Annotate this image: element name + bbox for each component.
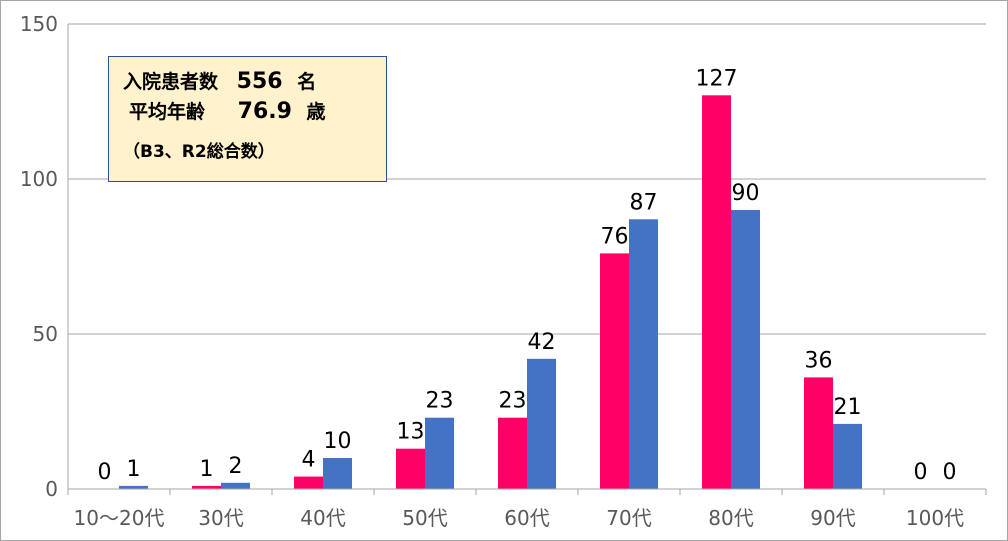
data-label: 13 bbox=[397, 420, 425, 445]
bar-series-2 bbox=[527, 358, 556, 489]
data-label: 0 bbox=[943, 460, 957, 485]
bar-series-2 bbox=[221, 482, 250, 489]
source-note: （B3、R2総合数） bbox=[123, 142, 275, 162]
x-category-label: 70代 bbox=[606, 506, 651, 530]
data-label: 1 bbox=[127, 457, 141, 482]
average-age-value: 76.9 bbox=[237, 99, 292, 124]
x-category-label: 30代 bbox=[198, 506, 243, 530]
x-category-label: 100代 bbox=[906, 506, 964, 530]
y-tick-label: 50 bbox=[33, 322, 58, 346]
data-label: 10 bbox=[324, 429, 352, 454]
y-axis: 0 50 100 150 bbox=[20, 12, 69, 501]
bar-series-2 bbox=[731, 210, 760, 489]
bar-series-1 bbox=[396, 448, 425, 489]
average-age-unit: 歳 bbox=[306, 101, 326, 123]
average-age-line: 平均年齢 76.9 歳 bbox=[129, 97, 326, 124]
bar-series-1 bbox=[294, 476, 323, 489]
average-age-label: 平均年齢 bbox=[129, 101, 206, 123]
bar-series-2 bbox=[323, 458, 352, 489]
x-category-label: 40代 bbox=[300, 506, 345, 530]
patients-line: 入院患者数 556 名 bbox=[123, 67, 316, 94]
y-tick-label: 150 bbox=[20, 12, 58, 36]
bar-series-1 bbox=[498, 417, 527, 489]
bars bbox=[119, 95, 862, 490]
data-label: 23 bbox=[499, 389, 527, 414]
data-label: 90 bbox=[732, 181, 760, 206]
data-label: 0 bbox=[98, 460, 112, 485]
data-label: 23 bbox=[426, 389, 454, 414]
data-label: 76 bbox=[601, 224, 629, 249]
data-label: 21 bbox=[834, 395, 862, 420]
data-label: 87 bbox=[630, 190, 658, 215]
x-category-label: 10～20代 bbox=[74, 506, 165, 530]
data-label: 2 bbox=[229, 454, 243, 479]
bar-series-1 bbox=[702, 95, 731, 490]
data-label: 4 bbox=[302, 448, 316, 473]
bar-series-2 bbox=[833, 423, 862, 489]
bar-series-2 bbox=[425, 417, 454, 489]
data-label: 127 bbox=[696, 66, 738, 91]
y-tick-label: 0 bbox=[45, 477, 58, 501]
data-label: 0 bbox=[914, 460, 928, 485]
summary-box: 入院患者数 556 名 平均年齢 76.9 歳 （B3、R2総合数） bbox=[108, 56, 387, 182]
y-tick-label: 100 bbox=[20, 167, 58, 191]
x-category-label: 50代 bbox=[402, 506, 447, 530]
bar-series-1 bbox=[804, 377, 833, 489]
patients-value: 556 bbox=[236, 69, 283, 94]
bar-series-1 bbox=[192, 485, 221, 489]
bar-series-2 bbox=[629, 219, 658, 490]
data-label: 36 bbox=[805, 348, 833, 373]
x-category-label: 60代 bbox=[504, 506, 549, 530]
bar-series-1 bbox=[600, 253, 629, 489]
data-label: 1 bbox=[200, 457, 214, 482]
bar-series-2 bbox=[119, 485, 148, 489]
patients-label: 入院患者数 bbox=[123, 71, 219, 93]
x-category-label: 80代 bbox=[708, 506, 753, 530]
data-label: 42 bbox=[528, 330, 556, 355]
patients-unit: 名 bbox=[297, 71, 317, 93]
x-category-label: 90代 bbox=[810, 506, 855, 530]
x-axis: 10～20代 30代 40代 50代 60代 70代 80代 90代 100代 bbox=[67, 488, 987, 530]
